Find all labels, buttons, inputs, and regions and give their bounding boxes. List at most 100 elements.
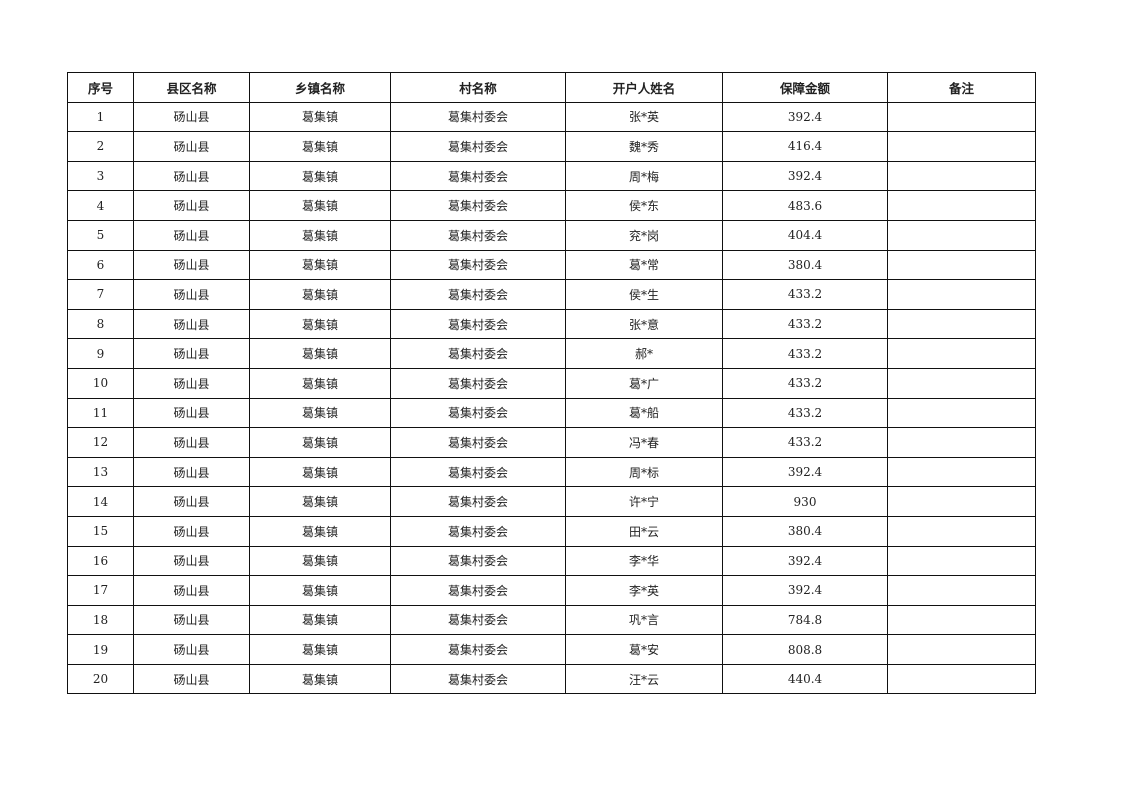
cell-town: 葛集镇 bbox=[249, 308, 391, 340]
cell-account-holder: 周*梅 bbox=[565, 160, 723, 192]
cell-index: 4 bbox=[67, 190, 134, 221]
cell-index: 5 bbox=[67, 219, 134, 251]
cell-remarks bbox=[887, 101, 1036, 133]
cell-remarks bbox=[887, 545, 1036, 577]
cell-county: 砀山县 bbox=[133, 456, 250, 488]
cell-town: 葛集镇 bbox=[249, 338, 391, 369]
cell-county: 砀山县 bbox=[133, 545, 250, 577]
cell-county: 砀山县 bbox=[133, 486, 250, 517]
cell-village: 葛集村委会 bbox=[390, 131, 566, 162]
table-row: 19 砀山县 葛集镇 葛集村委会 葛*安 808.8 bbox=[67, 634, 1036, 665]
cell-account-holder: 张*意 bbox=[565, 308, 723, 340]
cell-village: 葛集村委会 bbox=[390, 545, 566, 577]
cell-county: 砀山县 bbox=[133, 131, 250, 162]
cell-account-holder: 葛*常 bbox=[565, 249, 723, 281]
cell-amount: 392.4 bbox=[722, 575, 888, 606]
header-remarks: 备注 bbox=[887, 72, 1036, 103]
cell-amount: 380.4 bbox=[722, 515, 888, 547]
cell-village: 葛集村委会 bbox=[390, 279, 566, 310]
table-row: 9 砀山县 葛集镇 葛集村委会 郝* 433.2 bbox=[67, 338, 1036, 369]
cell-account-holder: 汪*云 bbox=[565, 663, 723, 695]
table-row: 15 砀山县 葛集镇 葛集村委会 田*云 380.4 bbox=[67, 515, 1036, 547]
cell-town: 葛集镇 bbox=[249, 367, 391, 399]
cell-county: 砀山县 bbox=[133, 249, 250, 281]
cell-village: 葛集村委会 bbox=[390, 456, 566, 488]
cell-county: 砀山县 bbox=[133, 427, 250, 458]
cell-index: 7 bbox=[67, 279, 134, 310]
cell-amount: 784.8 bbox=[722, 604, 888, 636]
table-row: 4 砀山县 葛集镇 葛集村委会 侯*东 483.6 bbox=[67, 190, 1036, 221]
cell-index: 11 bbox=[67, 397, 134, 429]
cell-village: 葛集村委会 bbox=[390, 219, 566, 251]
cell-index: 15 bbox=[67, 515, 134, 547]
cell-county: 砀山县 bbox=[133, 663, 250, 695]
cell-town: 葛集镇 bbox=[249, 456, 391, 488]
cell-town: 葛集镇 bbox=[249, 486, 391, 517]
cell-county: 砀山县 bbox=[133, 575, 250, 606]
cell-remarks bbox=[887, 663, 1036, 695]
cell-village: 葛集村委会 bbox=[390, 101, 566, 133]
cell-amount: 416.4 bbox=[722, 131, 888, 162]
cell-remarks bbox=[887, 575, 1036, 606]
cell-town: 葛集镇 bbox=[249, 545, 391, 577]
header-village: 村名称 bbox=[390, 72, 566, 103]
cell-village: 葛集村委会 bbox=[390, 338, 566, 369]
cell-town: 葛集镇 bbox=[249, 575, 391, 606]
table-body: 1 砀山县 葛集镇 葛集村委会 张*英 392.4 2 砀山县 葛集镇 葛集村委会 魏*秀 416.4… bbox=[67, 101, 1036, 695]
cell-amount: 433.2 bbox=[722, 338, 888, 369]
cell-town: 葛集镇 bbox=[249, 634, 391, 665]
cell-remarks bbox=[887, 604, 1036, 636]
cell-amount: 808.8 bbox=[722, 634, 888, 665]
cell-county: 砀山县 bbox=[133, 101, 250, 133]
cell-county: 砀山县 bbox=[133, 604, 250, 636]
cell-remarks bbox=[887, 190, 1036, 221]
cell-remarks bbox=[887, 515, 1036, 547]
cell-account-holder: 葛*船 bbox=[565, 397, 723, 429]
cell-remarks bbox=[887, 131, 1036, 162]
header-index: 序号 bbox=[67, 72, 134, 103]
cell-remarks bbox=[887, 219, 1036, 251]
header-account-holder: 开户人姓名 bbox=[565, 72, 723, 103]
table-row: 7 砀山县 葛集镇 葛集村委会 侯*生 433.2 bbox=[67, 279, 1036, 310]
cell-index: 1 bbox=[67, 101, 134, 133]
table-row: 18 砀山县 葛集镇 葛集村委会 巩*言 784.8 bbox=[67, 604, 1036, 636]
cell-index: 16 bbox=[67, 545, 134, 577]
cell-account-holder: 葛*广 bbox=[565, 367, 723, 399]
cell-index: 9 bbox=[67, 338, 134, 369]
cell-account-holder: 兖*岗 bbox=[565, 219, 723, 251]
cell-remarks bbox=[887, 160, 1036, 192]
cell-amount: 433.2 bbox=[722, 397, 888, 429]
cell-county: 砀山县 bbox=[133, 219, 250, 251]
cell-account-holder: 葛*安 bbox=[565, 634, 723, 665]
cell-village: 葛集村委会 bbox=[390, 575, 566, 606]
cell-account-holder: 周*标 bbox=[565, 456, 723, 488]
cell-index: 17 bbox=[67, 575, 134, 606]
subsidy-table: 序号 县区名称 乡镇名称 村名称 开户人姓名 保障金额 备注 1 砀山县 葛集镇 葛集… bbox=[67, 72, 1036, 695]
table-row: 1 砀山县 葛集镇 葛集村委会 张*英 392.4 bbox=[67, 101, 1036, 133]
cell-amount: 404.4 bbox=[722, 219, 888, 251]
cell-town: 葛集镇 bbox=[249, 219, 391, 251]
cell-account-holder: 张*英 bbox=[565, 101, 723, 133]
table-row: 13 砀山县 葛集镇 葛集村委会 周*标 392.4 bbox=[67, 456, 1036, 488]
cell-county: 砀山县 bbox=[133, 515, 250, 547]
cell-remarks bbox=[887, 367, 1036, 399]
cell-village: 葛集村委会 bbox=[390, 308, 566, 340]
cell-village: 葛集村委会 bbox=[390, 249, 566, 281]
cell-account-holder: 巩*言 bbox=[565, 604, 723, 636]
cell-village: 葛集村委会 bbox=[390, 427, 566, 458]
header-row: 序号 县区名称 乡镇名称 村名称 开户人姓名 保障金额 备注 bbox=[67, 72, 1036, 103]
cell-index: 13 bbox=[67, 456, 134, 488]
cell-county: 砀山县 bbox=[133, 190, 250, 221]
table-row: 12 砀山县 葛集镇 葛集村委会 冯*春 433.2 bbox=[67, 427, 1036, 458]
cell-amount: 392.4 bbox=[722, 101, 888, 133]
cell-amount: 433.2 bbox=[722, 427, 888, 458]
cell-remarks bbox=[887, 397, 1036, 429]
cell-remarks bbox=[887, 486, 1036, 517]
table-row: 6 砀山县 葛集镇 葛集村委会 葛*常 380.4 bbox=[67, 249, 1036, 281]
cell-amount: 392.4 bbox=[722, 545, 888, 577]
cell-index: 12 bbox=[67, 427, 134, 458]
cell-remarks bbox=[887, 308, 1036, 340]
table-row: 14 砀山县 葛集镇 葛集村委会 许*宁 930 bbox=[67, 486, 1036, 517]
cell-index: 18 bbox=[67, 604, 134, 636]
cell-county: 砀山县 bbox=[133, 279, 250, 310]
